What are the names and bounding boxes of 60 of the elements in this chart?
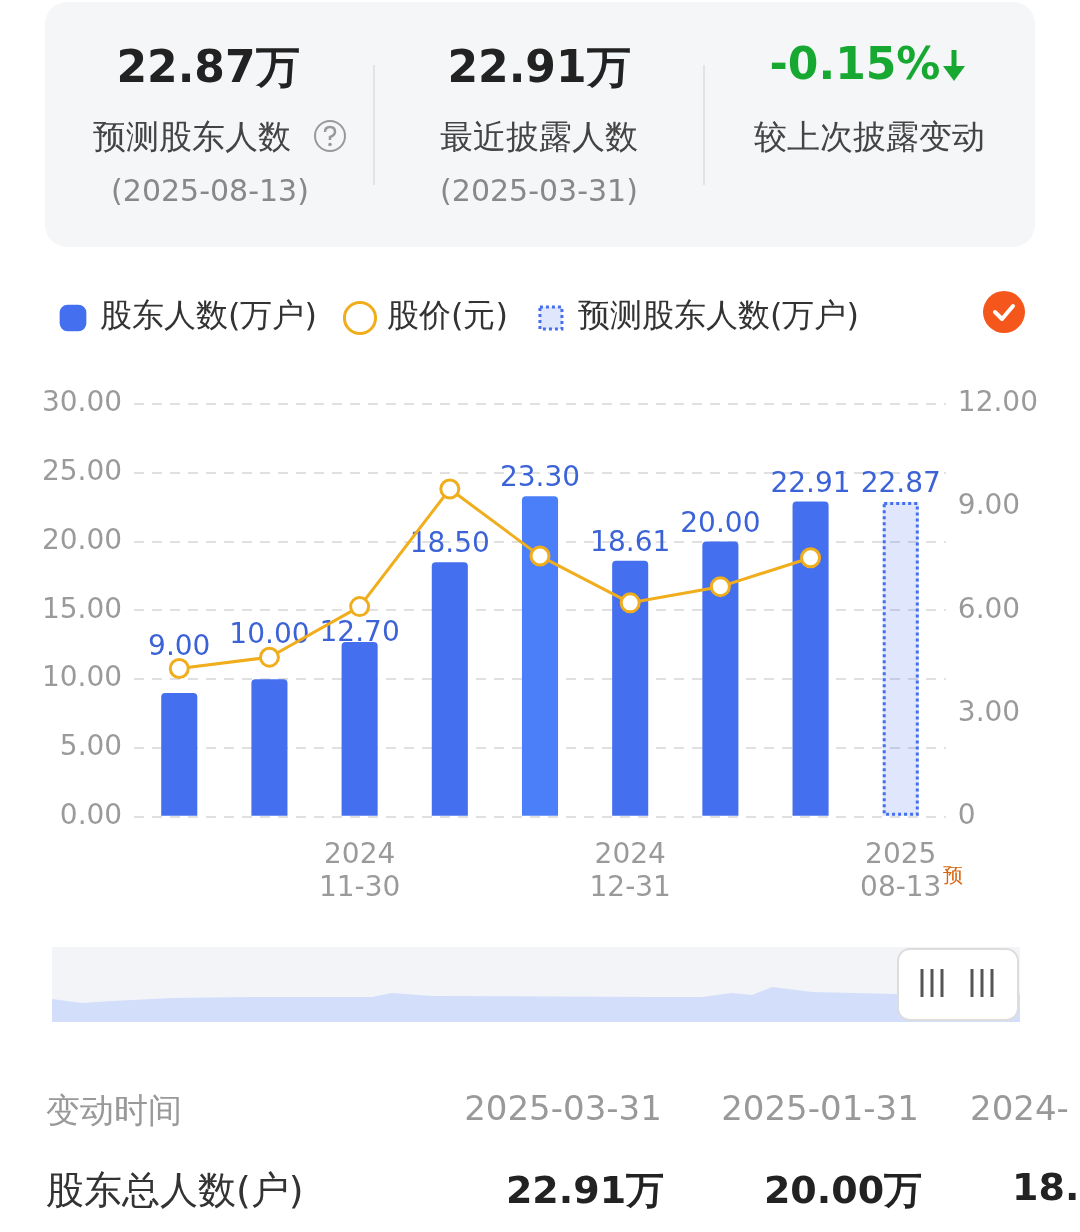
- point: [439, 478, 461, 500]
- x-tick-label: 2024 12-31: [589, 836, 671, 904]
- text: 18.: [1012, 1165, 1080, 1209]
- text: 预: [943, 862, 963, 889]
- text: (2025-03-31): [440, 173, 638, 208]
- y-tick-label: 30.00: [41, 385, 123, 419]
- point: [529, 545, 551, 567]
- point: [168, 658, 190, 680]
- legend-label: 股东人数(万户): [100, 296, 317, 335]
- y2-tick-label: 3.00: [957, 694, 1021, 728]
- text: 22.91万: [447, 40, 631, 94]
- bar: [341, 642, 378, 816]
- data-label: 20.00: [680, 505, 761, 539]
- data-label: 22.87: [860, 466, 941, 500]
- data-label: 18.61: [590, 524, 671, 558]
- x-tick-label: 2024 11-30: [318, 836, 401, 904]
- bar: [521, 496, 559, 816]
- y2-tick-label: 6.00: [957, 591, 1021, 625]
- data-label: 12.70: [319, 614, 400, 648]
- x-tick-label: 2025 08-13: [860, 836, 942, 904]
- data-label: 18.50: [409, 526, 490, 560]
- point: [349, 596, 371, 618]
- text: 较上次披露变动: [753, 116, 985, 158]
- text: 2025-01-31: [721, 1088, 919, 1128]
- text: 股东总人数(户): [46, 1167, 304, 1214]
- text: 22.87万: [116, 40, 300, 94]
- text: 22.91万: [505, 1167, 665, 1214]
- text: -0.15%: [769, 38, 941, 89]
- point: [258, 646, 280, 668]
- legend-label: 预测股东人数(万户): [577, 296, 859, 335]
- point: [709, 576, 731, 598]
- data-label: 9.00: [148, 628, 211, 662]
- text: (2025-08-13): [111, 173, 309, 208]
- y2-tick-label: 0: [957, 798, 976, 832]
- y-tick-label: 25.00: [41, 454, 123, 488]
- y-tick-label: 20.00: [41, 522, 123, 556]
- y2-tick-label: 9.00: [957, 488, 1021, 522]
- data-label: 10.00: [229, 617, 310, 651]
- y2-tick-label: 12.00: [957, 385, 1039, 419]
- text: 20.00万: [763, 1167, 923, 1214]
- text: 2024-: [970, 1088, 1069, 1128]
- legend-label: 股价(元): [386, 296, 508, 335]
- point: [800, 547, 822, 569]
- bar: [702, 541, 739, 816]
- point: [619, 592, 641, 614]
- bar: [612, 560, 649, 816]
- data-label: 22.91: [770, 465, 851, 499]
- data-label: 23.30: [499, 460, 581, 494]
- bar: [792, 501, 829, 816]
- text: 最近披露人数: [440, 116, 638, 158]
- bar: [431, 562, 468, 816]
- y-tick-label: 10.00: [41, 660, 123, 694]
- y-tick-label: 0.00: [59, 798, 123, 832]
- bar: [161, 692, 198, 816]
- bar: [251, 679, 288, 816]
- text: 2025-03-31: [464, 1088, 662, 1128]
- text: 变动时间: [46, 1089, 182, 1132]
- text: 预测股东人数: [93, 116, 291, 158]
- y-tick-label: 5.00: [59, 729, 123, 763]
- y-tick-label: 15.00: [41, 591, 123, 625]
